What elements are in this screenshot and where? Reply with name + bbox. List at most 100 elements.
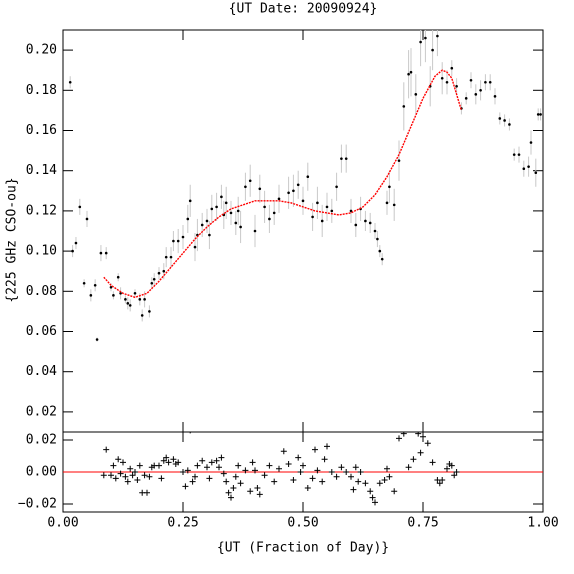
residual-point	[386, 473, 393, 480]
residual-point	[276, 465, 282, 472]
residual-point	[112, 475, 119, 482]
residual-point	[384, 465, 390, 472]
residual-point	[410, 456, 417, 463]
data-point	[316, 201, 319, 205]
y-tick-label: 0.00	[26, 465, 57, 480]
plot-area	[63, 432, 543, 506]
residual-point	[194, 462, 201, 469]
residual-point	[158, 475, 165, 482]
data-point	[116, 275, 120, 279]
y-tick-label: 0.02	[26, 404, 57, 419]
data-point	[493, 95, 497, 98]
data-point	[124, 298, 127, 301]
y-axis-label: {225 GHz CSO-ou}	[5, 177, 20, 302]
residual-point	[290, 477, 297, 483]
data-point	[364, 219, 367, 223]
data-point	[176, 239, 180, 243]
data-point	[95, 338, 99, 341]
residual-point	[235, 462, 242, 469]
residual-point	[439, 477, 446, 483]
data-point	[263, 205, 266, 209]
data-point	[424, 36, 427, 40]
data-point	[340, 157, 343, 160]
residual-point	[300, 462, 306, 469]
data-point	[527, 165, 530, 168]
residual-point	[436, 480, 443, 487]
residual-point	[367, 488, 374, 495]
data-point	[344, 157, 348, 160]
residual-point	[129, 472, 136, 479]
data-point	[529, 141, 533, 144]
data-point	[99, 251, 103, 255]
y-tick-label: 0.06	[26, 324, 57, 339]
residual-point	[237, 480, 244, 487]
data-point	[140, 314, 144, 317]
data-point	[200, 223, 204, 227]
residual-point	[182, 483, 189, 490]
y-tick-label: 0.02	[26, 433, 57, 448]
data-point	[445, 80, 449, 84]
data-point	[193, 245, 197, 249]
data-point	[455, 84, 458, 88]
x-tick-label: 0.50	[287, 516, 318, 531]
data-point	[292, 189, 295, 193]
data-point	[89, 294, 93, 297]
residual-point	[254, 485, 261, 491]
residual-point	[124, 478, 131, 485]
data-point	[181, 235, 185, 239]
data-point	[78, 205, 82, 209]
data-point	[126, 302, 130, 305]
data-point	[152, 277, 156, 281]
residual-point	[297, 469, 304, 475]
residual-point	[271, 478, 278, 485]
residual-point	[247, 488, 254, 495]
data-point	[464, 97, 468, 100]
residual-point	[132, 469, 138, 475]
x-tick-label: 1.00	[527, 516, 558, 531]
residual-point	[372, 499, 378, 506]
residual-point	[261, 472, 268, 479]
residual-point	[309, 475, 316, 482]
y-tick-label: 0.04	[26, 364, 57, 379]
x-tick-label: 0.75	[407, 516, 438, 531]
residual-point	[405, 464, 412, 471]
residual-point	[115, 456, 122, 463]
residual-point	[453, 469, 460, 475]
data-point	[498, 117, 502, 120]
residual-point	[136, 462, 143, 469]
residual-point	[192, 473, 198, 480]
residual-point	[175, 459, 182, 466]
residual-point	[242, 467, 249, 474]
data-point	[205, 219, 209, 223]
data-point	[82, 281, 86, 285]
data-point	[85, 217, 89, 221]
data-point	[414, 93, 418, 96]
data-point	[277, 197, 281, 201]
residual-point	[415, 432, 422, 437]
residual-point	[127, 465, 134, 472]
residual-point	[424, 440, 431, 447]
x-tick-label: 0.00	[47, 516, 78, 531]
data-point	[354, 223, 358, 227]
residual-point	[160, 457, 167, 464]
y-tick-label: 0.20	[26, 43, 57, 58]
data-point	[133, 292, 137, 295]
data-point	[330, 209, 334, 213]
data-point	[234, 221, 238, 225]
residual-point	[338, 464, 345, 471]
data-point	[224, 201, 228, 205]
residual-point	[348, 473, 354, 480]
data-point	[376, 237, 379, 241]
residual-point	[165, 459, 172, 466]
data-point	[536, 113, 540, 116]
y-tick-label: 0.12	[26, 203, 57, 218]
data-point	[349, 209, 353, 213]
data-point	[119, 292, 122, 295]
residual-point	[206, 475, 213, 482]
residual-point	[189, 432, 191, 434]
data-point	[188, 199, 192, 203]
main-frame	[62, 29, 544, 433]
data-point	[109, 285, 113, 289]
residual-point	[204, 464, 210, 471]
data-point	[306, 175, 310, 179]
